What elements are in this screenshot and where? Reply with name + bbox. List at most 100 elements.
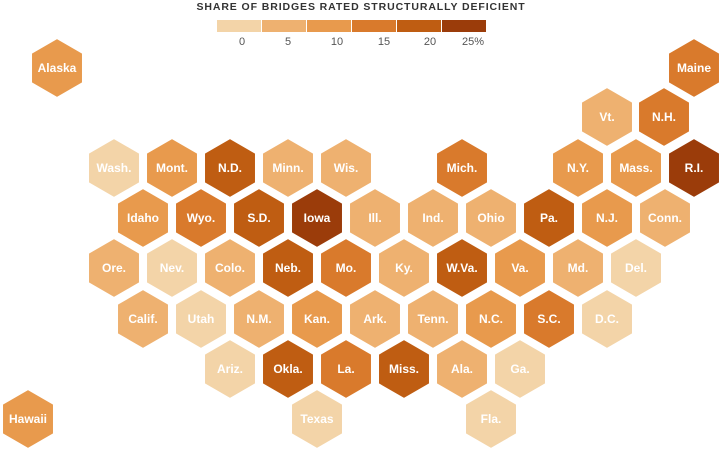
state-hex-shape [290, 186, 344, 250]
state-hex-iowa: Iowa [290, 186, 344, 250]
state-hex-shape [145, 136, 199, 200]
state-hex-texas: Texas [290, 387, 344, 451]
state-hex-fla: Fla. [464, 387, 518, 451]
state-hex-shape [232, 186, 286, 250]
state-label: La. [337, 362, 354, 376]
state-label: Ala. [451, 362, 473, 376]
state-label: Del. [625, 261, 647, 275]
state-label: Nev. [160, 261, 184, 275]
state-label: Minn. [272, 161, 303, 175]
state-hex-shape [667, 36, 721, 100]
state-hex-n-y: N.Y. [551, 136, 605, 200]
state-hex-shape [203, 236, 257, 300]
state-label: Colo. [215, 261, 245, 275]
legend-tick-label: 10 [330, 36, 344, 48]
state-hex-shape [638, 186, 692, 250]
state-hex-shape [522, 287, 576, 351]
state-hex-mass: Mass. [609, 136, 663, 200]
state-label: Hawaii [9, 412, 47, 426]
state-label: Calif. [128, 312, 157, 326]
state-hex-shape [435, 236, 489, 300]
state-label: Texas [300, 412, 333, 426]
state-hex-tenn: Tenn. [406, 287, 460, 351]
state-hex-va: Va. [493, 236, 547, 300]
state-hex-w-va: W.Va. [435, 236, 489, 300]
state-hex-d-c: D.C. [580, 287, 634, 351]
state-hex-del: Del. [609, 236, 663, 300]
state-hex-shape [609, 136, 663, 200]
state-hex-hawaii: Hawaii [1, 387, 55, 451]
state-hex-n-c: N.C. [464, 287, 518, 351]
state-label: Mass. [619, 161, 652, 175]
state-hex-shape [203, 136, 257, 200]
state-hex-shape [377, 337, 431, 401]
state-hex-shape [406, 287, 460, 351]
state-hex-n-j: N.J. [580, 186, 634, 250]
state-hex-shape [609, 236, 663, 300]
state-hex-ark: Ark. [348, 287, 402, 351]
state-label: Md. [568, 261, 589, 275]
state-hex-neb: Neb. [261, 236, 315, 300]
state-hex-shape [319, 337, 373, 401]
state-hex-ohio: Ohio [464, 186, 518, 250]
legend-tick-label: 25% [461, 36, 485, 48]
state-hex-wash: Wash. [87, 136, 141, 200]
state-hex-conn: Conn. [638, 186, 692, 250]
state-label: W.Va. [446, 261, 477, 275]
state-label: N.D. [218, 161, 242, 175]
state-hex-alaska: Alaska [30, 36, 84, 100]
state-hex-shape [435, 136, 489, 200]
state-label: Mich. [447, 161, 478, 175]
state-hex-shape [145, 236, 199, 300]
state-hex-shape [580, 186, 634, 250]
state-hex-n-m: N.M. [232, 287, 286, 351]
state-hex-ariz: Ariz. [203, 337, 257, 401]
state-hex-shape [464, 387, 518, 451]
state-hex-shape [261, 337, 315, 401]
state-hex-n-d: N.D. [203, 136, 257, 200]
state-hex-shape [290, 387, 344, 451]
state-label: Conn. [648, 211, 682, 225]
state-hex-kan: Kan. [290, 287, 344, 351]
state-hex-shape [435, 337, 489, 401]
state-label: Ill. [368, 211, 381, 225]
state-label: Va. [511, 261, 528, 275]
state-hex-wyo: Wyo. [174, 186, 228, 250]
state-label: Utah [188, 312, 215, 326]
state-label: S.D. [247, 211, 270, 225]
state-hex-shape [580, 287, 634, 351]
state-hex-shape [116, 186, 170, 250]
state-hex-n-h: N.H. [637, 85, 691, 149]
state-hex-shape [174, 287, 228, 351]
state-label: Iowa [304, 211, 331, 225]
state-hex-ore: Ore. [87, 236, 141, 300]
state-label: Ga. [510, 362, 529, 376]
state-hex-mo: Mo. [319, 236, 373, 300]
state-hex-shape [464, 186, 518, 250]
state-hex-shape [30, 36, 84, 100]
state-label: Mo. [336, 261, 357, 275]
state-label: Ind. [422, 211, 443, 225]
legend-tick-label: 0 [238, 36, 246, 48]
state-label: Ky. [395, 261, 413, 275]
state-hex-maine: Maine [667, 36, 721, 100]
state-hex-shape [290, 287, 344, 351]
state-hex-idaho: Idaho [116, 186, 170, 250]
state-hex-ky: Ky. [377, 236, 431, 300]
legend-swatch [352, 20, 396, 32]
state-hex-shape [377, 236, 431, 300]
state-hex-shape [116, 287, 170, 351]
state-label: Ariz. [217, 362, 243, 376]
state-label: Pa. [540, 211, 558, 225]
state-label: Alaska [38, 61, 77, 75]
state-hex-shape [232, 287, 286, 351]
state-label: Ark. [363, 312, 386, 326]
legend-swatch [217, 20, 261, 32]
state-hex-calif: Calif. [116, 287, 170, 351]
state-hex-shape [87, 136, 141, 200]
state-hex-md: Md. [551, 236, 605, 300]
state-hex-utah: Utah [174, 287, 228, 351]
state-hex-ga: Ga. [493, 337, 547, 401]
legend-title: SHARE OF BRIDGES RATED STRUCTURALLY DEFI… [196, 1, 526, 13]
state-label: Ore. [102, 261, 126, 275]
